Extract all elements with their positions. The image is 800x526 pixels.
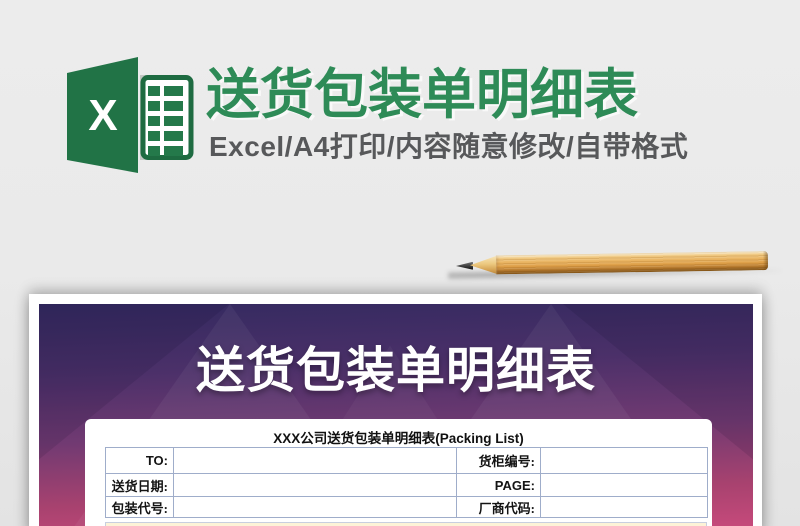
value-delivery-date [173,473,457,497]
document-preview-paper: 送货包装单明细表 XXX公司送货包装单明细表(Packing List) TO:… [29,294,762,526]
table-row: 送货日期: PAGE: [105,473,708,497]
label-vendor-code: 厂商代码: [456,496,541,518]
value-page [540,473,708,497]
banner-title: 送货包装单明细表 [206,65,638,125]
value-packing-code [173,496,457,518]
banner-subtitle: Excel/A4打印/内容随意修改/自带格式 [209,131,689,162]
label-delivery-date: 送货日期: [105,473,174,497]
value-vendor-code [540,496,708,518]
excel-cover [67,57,138,173]
value-to [173,447,457,474]
document-cover: 送货包装单明细表 XXX公司送货包装单明细表(Packing List) TO:… [39,304,753,526]
detail-table-header-strip [105,522,707,526]
excel-sheet-cells [148,86,183,156]
packing-list-info-table: TO: 货柜编号: 送货日期: PAGE: 包装代号: [105,447,708,518]
label-page: PAGE: [456,473,541,497]
label-to: TO: [105,447,174,474]
table-row: 包装代号: 厂商代码: [105,496,708,518]
pencil-photo [448,251,783,281]
sheet-header-title: XXX公司送货包装单明细表(Packing List) [273,431,524,446]
document-title: 送货包装单明细表 [195,344,596,398]
excel-logo-icon: X [67,57,194,173]
table-row: TO: 货柜编号: [105,447,708,474]
label-packing-code: 包装代号: [105,496,174,518]
excel-x-letter: X [88,91,117,140]
label-container-no: 货柜编号: [456,447,541,474]
pencil-lead-tip [456,262,473,270]
value-container-no [540,447,708,474]
sheet-panel: XXX公司送货包装单明细表(Packing List) TO: 货柜编号: 送货… [85,419,712,526]
